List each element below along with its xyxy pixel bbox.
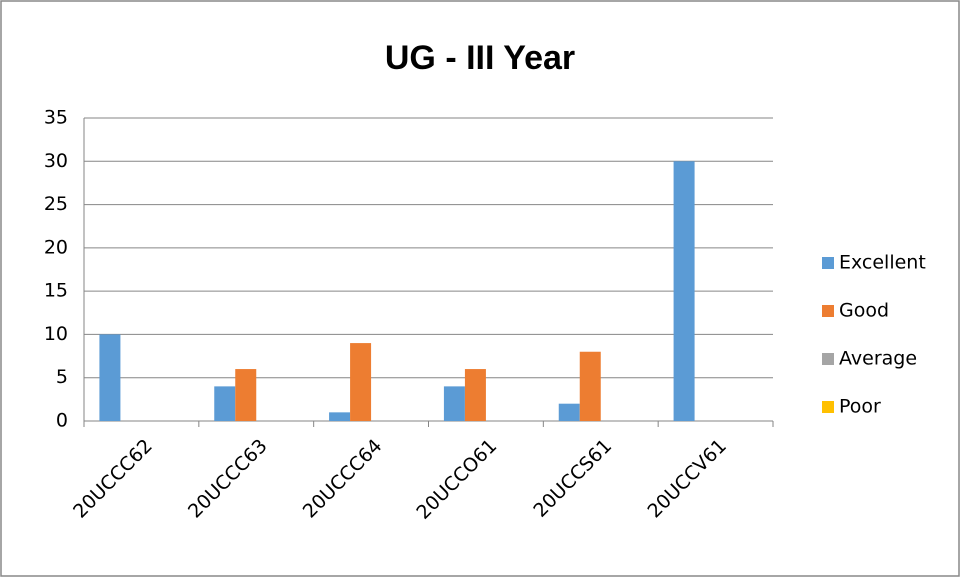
- bar: [350, 343, 372, 421]
- bar: [235, 369, 257, 421]
- bar: [464, 369, 486, 421]
- y-tick-label: 15: [44, 280, 68, 302]
- legend-swatch: [822, 401, 834, 413]
- y-tick-label: 20: [44, 236, 68, 258]
- bar: [99, 334, 121, 421]
- legend-label: Good: [839, 300, 889, 322]
- bar: [329, 412, 351, 421]
- y-tick-label: 25: [44, 193, 68, 215]
- bar: [443, 386, 465, 421]
- y-tick-label: 30: [44, 150, 68, 172]
- bar: [673, 161, 695, 422]
- y-tick-label: 10: [44, 323, 68, 345]
- bar: [579, 351, 601, 421]
- y-tick-label: 35: [44, 107, 68, 129]
- legend-label: Average: [839, 348, 917, 370]
- chart-title: UG - III Year: [385, 39, 575, 77]
- legend-swatch: [822, 305, 834, 317]
- legend-label: Poor: [839, 396, 881, 418]
- legend-swatch: [822, 353, 834, 365]
- legend-label: Excellent: [839, 252, 926, 274]
- bar: [214, 386, 236, 421]
- y-tick-label: 0: [56, 410, 68, 432]
- bar: [558, 403, 580, 421]
- legend-swatch: [822, 257, 834, 269]
- y-tick-label: 5: [56, 366, 68, 388]
